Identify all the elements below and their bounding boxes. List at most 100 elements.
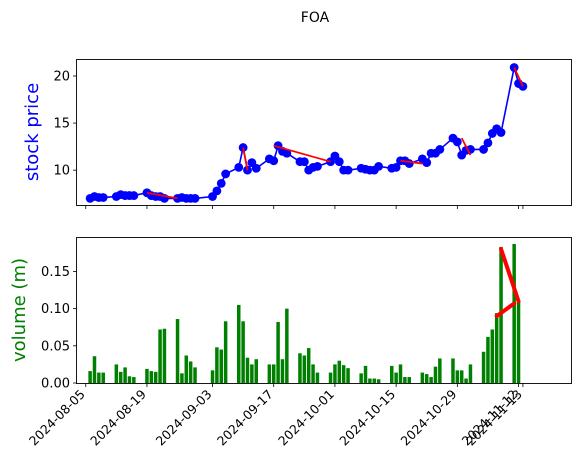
volume-y-tick-label: 0.15 <box>41 265 70 280</box>
volume-bar <box>315 372 320 383</box>
price-point <box>496 128 506 137</box>
price-point <box>234 162 244 172</box>
volume-bar <box>311 364 315 383</box>
volume-bar <box>494 313 499 383</box>
price-red-segment <box>242 147 249 171</box>
volume-red-segment <box>494 301 517 319</box>
volume-y-tick-label: 0.00 <box>41 377 70 392</box>
volume-bar <box>114 364 119 383</box>
volume-bar <box>180 373 184 383</box>
volume-bar <box>162 328 167 383</box>
volume-bar <box>328 372 333 383</box>
volume-bar <box>420 372 425 383</box>
price-point <box>374 161 384 171</box>
price-red-segments <box>146 67 524 200</box>
volume-bar <box>464 378 468 383</box>
volume-bar <box>394 372 398 383</box>
volume-bar <box>219 349 224 383</box>
volume-bar <box>267 364 272 383</box>
volume-bar <box>481 351 486 383</box>
volume-bar <box>490 329 495 383</box>
volume-bar <box>193 367 197 383</box>
volume-bar <box>333 364 337 383</box>
volume-bar <box>92 356 97 383</box>
volume-bar <box>149 371 154 383</box>
volume-bar <box>512 243 516 383</box>
volume-bar <box>346 368 350 383</box>
volume-axes-frame <box>76 237 572 384</box>
volume-bar <box>403 377 407 383</box>
volume-bar <box>118 371 123 383</box>
price-point <box>334 157 344 167</box>
price-point <box>483 138 493 148</box>
volume-bar <box>175 319 180 383</box>
volume-bar <box>184 355 189 383</box>
volume-bar <box>145 368 149 383</box>
volume-bar <box>127 376 132 383</box>
price-point <box>243 165 252 175</box>
volume-bar <box>459 370 464 383</box>
volume-bar <box>276 322 280 383</box>
price-point <box>251 163 261 173</box>
volume-bar <box>368 378 372 383</box>
volume-bar <box>97 372 101 383</box>
price-point <box>216 178 226 188</box>
price-point <box>190 194 200 203</box>
volume-bar <box>341 365 346 383</box>
volume-bars <box>88 243 521 383</box>
price-point <box>435 145 445 154</box>
chart-title: FOA <box>301 10 330 26</box>
price-point <box>422 158 432 168</box>
price-point <box>282 148 292 158</box>
volume-bar <box>88 371 92 383</box>
volume-bar <box>210 370 215 383</box>
volume-bar <box>429 377 433 383</box>
price-y-tick-label: 10 <box>53 164 70 179</box>
price-point <box>98 193 108 202</box>
price-point <box>313 161 322 171</box>
volume-bar <box>407 377 411 383</box>
volume-bar <box>376 379 381 383</box>
volume-bar <box>153 371 158 383</box>
price-y-axis-label: stock price <box>22 83 43 181</box>
volume-bar <box>337 360 342 383</box>
price-point <box>391 162 401 172</box>
volume-bar <box>298 353 302 383</box>
volume-bar <box>280 359 285 383</box>
price-point <box>269 156 279 166</box>
volume-bar <box>271 364 276 383</box>
volume-y-ticks: 0.00 0.05 0.10 0.15 <box>41 265 77 392</box>
price-panel: 10 15 20 stock price <box>22 59 572 209</box>
price-y-tick-label: 15 <box>53 117 70 132</box>
volume-bar <box>486 336 490 383</box>
volume-bar <box>237 304 241 383</box>
volume-bar <box>215 347 219 383</box>
volume-bar <box>241 321 245 383</box>
volume-bar <box>363 365 368 383</box>
price-point <box>404 159 414 168</box>
volume-bar <box>250 364 254 383</box>
volume-red-segments <box>494 247 521 319</box>
volume-bar <box>306 348 311 383</box>
volume-bar <box>468 364 473 383</box>
price-axes-frame <box>76 59 572 206</box>
volume-bar <box>188 361 193 383</box>
volume-bar <box>158 329 162 383</box>
volume-bar <box>451 358 455 383</box>
volume-bar <box>302 355 307 383</box>
price-y-tick-label: 20 <box>53 70 70 85</box>
volume-bar <box>245 357 250 383</box>
price-point <box>221 169 231 179</box>
volume-bar <box>398 364 403 383</box>
volume-y-tick-label: 0.05 <box>41 339 70 354</box>
price-point <box>479 145 488 154</box>
price-point <box>343 165 353 175</box>
volume-y-axis-label: volume (m) <box>9 258 30 362</box>
volume-bar <box>438 358 442 383</box>
price-point <box>129 191 139 200</box>
volume-bar <box>424 374 429 383</box>
volume-bar <box>101 372 105 383</box>
volume-bar <box>223 321 228 383</box>
